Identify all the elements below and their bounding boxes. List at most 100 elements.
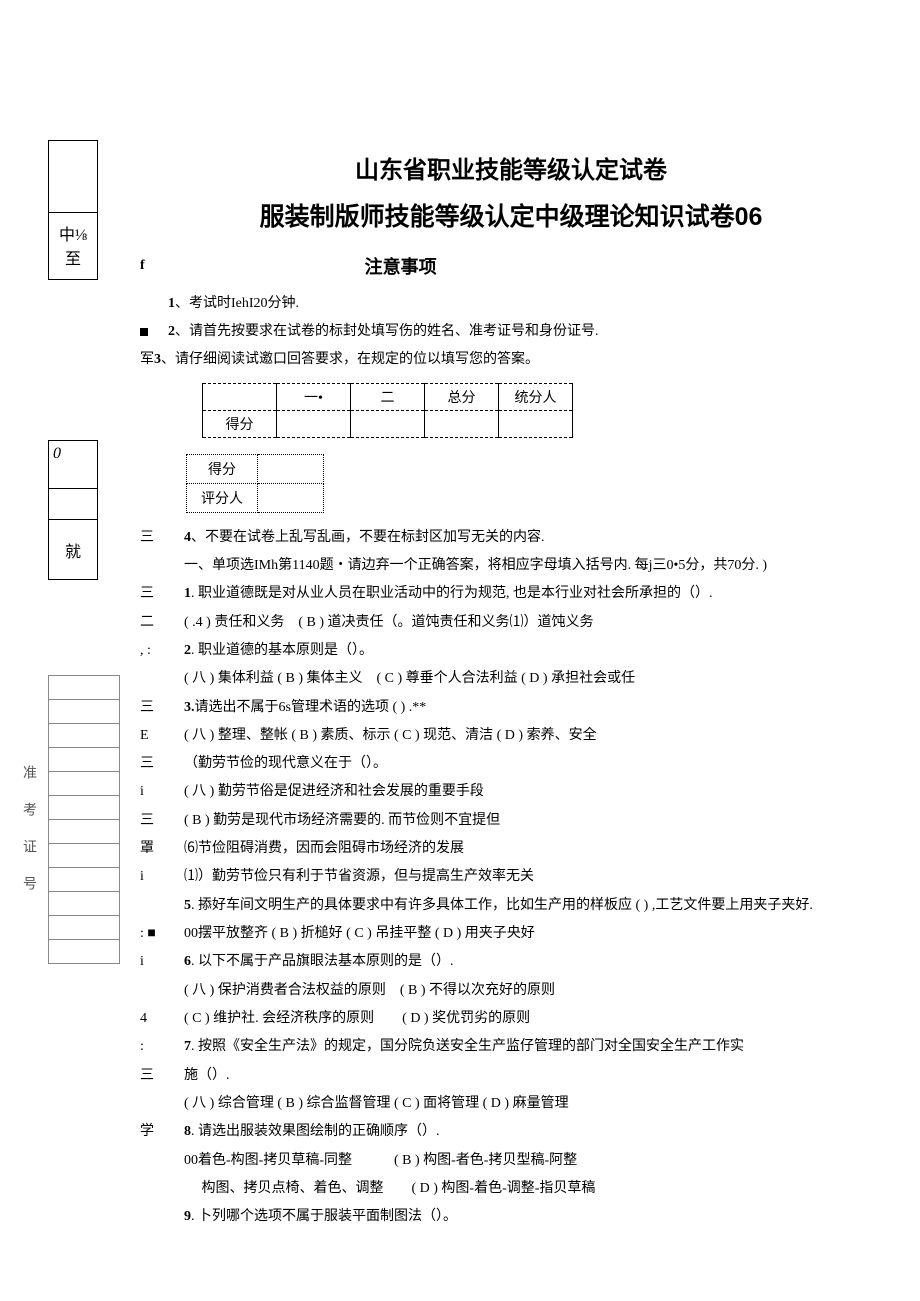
- score-col-total: 总分: [425, 383, 499, 410]
- left-box-2: 0 就: [48, 440, 98, 580]
- line-prefix: 罩: [140, 836, 184, 862]
- score-col-2: 二: [351, 383, 425, 410]
- line-prefix: 三: [140, 751, 184, 777]
- score-col-1: 一•: [277, 383, 351, 410]
- line-prefix: 4: [140, 1006, 184, 1032]
- question-number: 7: [184, 1039, 191, 1054]
- line-body: 4、不要在试卷上乱写乱画，不要在标封区加写无关的内容.: [184, 525, 882, 551]
- line-body: 一、单项选IMh第1140题・请边弃一个正确答案，将相应字母填入括号内. 每j三…: [184, 553, 882, 579]
- line-body: 8. 请选出服装效果图绘制的正确顺序（）.: [184, 1119, 882, 1145]
- line-prefix: i: [140, 864, 184, 890]
- stub-row: [48, 700, 120, 724]
- score-cell: [425, 410, 499, 437]
- stub-row: [48, 844, 120, 868]
- table-row: 得分: [187, 454, 324, 483]
- question-line: 4( C ) 维护社. 会经济秩序的原则 ( D ) 奖优罚劣的原则: [140, 1006, 882, 1032]
- line-prefix: E: [140, 723, 184, 749]
- line-body: 7. 按照《安全生产法》的规定，国分院负送安全生产监仔管理的部门对全国安全生产工…: [184, 1034, 882, 1060]
- question-options: ⑹节俭阻碍消费，因而会阻碍市场经济的发展: [184, 841, 464, 856]
- line-body: ( B ) 勤劳是现代市场经济需要的. 而节俭则不宜提但: [184, 808, 882, 834]
- line-body: 构图、拷贝点椅、着色、调整 ( D ) 构图-着色-调整-指贝草稿: [184, 1176, 882, 1202]
- question-text: . 卜列哪个选项不属于服装平面制图法（）。: [191, 1209, 457, 1224]
- question-line: 9. 卜列哪个选项不属于服装平面制图法（）。: [140, 1204, 882, 1230]
- stub-row: [48, 724, 120, 748]
- score-col-scorer: 统分人: [499, 383, 573, 410]
- stub-row: [48, 676, 120, 700]
- line-prefix: 三: [140, 581, 184, 607]
- question-text: . 职业道德的基本原则是（）。: [191, 643, 373, 658]
- question-line: 二( .4 ) 责任和义务 ( B ) 道决责任（。道饨责任和义务⑴）道饨义务: [140, 610, 882, 636]
- question-line: 构图、拷贝点椅、着色、调整 ( D ) 构图-着色-调整-指贝草稿: [140, 1176, 882, 1202]
- line-prefix: [140, 1176, 184, 1202]
- line-prefix: [140, 1204, 184, 1230]
- question-line: ( 八 ) 集体利益 ( B ) 集体主义 ( C ) 尊垂个人合法利益 ( D…: [140, 666, 882, 692]
- question-options: ( 八 ) 保护消费者合法权益的原则 ( B ) 不得以次充好的原则: [184, 983, 555, 998]
- question-options: 00着色-构图-拷贝草稿-同整 ( B ) 构图-者色-拷贝型稿-阿整: [184, 1153, 577, 1168]
- left-box-1-lower: 中⅛ 至: [59, 213, 87, 269]
- line-prefix: 三: [140, 808, 184, 834]
- question-line: :7. 按照《安全生产法》的规定，国分院负送安全生产监仔管理的部门对全国安全生产…: [140, 1034, 882, 1060]
- question-text: . 请选出服装效果图绘制的正确顺序（）.: [191, 1124, 440, 1139]
- left-box-1: 中⅛ 至: [48, 140, 98, 280]
- question-options: ( 八 ) 集体利益 ( B ) 集体主义 ( C ) 尊垂个人合法利益 ( D…: [184, 671, 635, 686]
- stub-row: [48, 892, 120, 916]
- notice-block: 1、考试时IehI20分钟. 2、请首先按要求在试卷的标封处填写伤的姓名、准考证…: [140, 291, 882, 373]
- question-line: 学8. 请选出服装效果图绘制的正确顺序（）.: [140, 1119, 882, 1145]
- line-body: 6. 以下不属于产品旗眼法基本原则的是（）.: [184, 949, 882, 975]
- score-cell: [351, 410, 425, 437]
- score-row-label: 得分: [203, 410, 277, 437]
- line-body: ( C ) 维护社. 会经济秩序的原则 ( D ) 奖优罚劣的原则: [184, 1006, 882, 1032]
- section-instruction: 一、单项选IMh第1140题・请边弃一个正确答案，将相应字母填入括号内. 每j三…: [140, 553, 882, 579]
- line-body: ( 八 ) 保护消费者合法权益的原则 ( B ) 不得以次充好的原则: [184, 978, 882, 1004]
- question-line: i6. 以下不属于产品旗眼法基本原则的是（）.: [140, 949, 882, 975]
- questions-container: 三1. 职业道德既是对从业人员在职业活动中的行为规范, 也是本行业对社会所承担的…: [140, 581, 882, 1230]
- bullet-icon: [140, 328, 148, 336]
- line-prefix: 三: [140, 1063, 184, 1089]
- question-number: 8: [184, 1124, 191, 1139]
- line-body: ⑴）勤劳节俭只有利于节省资源，但与提高生产效率无关: [184, 864, 882, 890]
- score-blank-cell: [203, 383, 277, 410]
- question-line: i⑴）勤劳节俭只有利于节省资源，但与提高生产效率无关: [140, 864, 882, 890]
- question-options: 构图、拷贝点椅、着色、调整 ( D ) 构图-着色-调整-指贝草稿: [184, 1181, 595, 1196]
- question-options: ( 八 ) 勤劳节俗是促进经济和社会发展的重要手段: [184, 784, 484, 799]
- question-text: . 掭好车间文明生产的具体要求中有许多具体工作，比如生产用的样板应 ( ) ,工…: [191, 898, 813, 913]
- left-box-2-bottom: 就: [49, 519, 97, 579]
- line-body: ( 八 ) 集体利益 ( B ) 集体主义 ( C ) 尊垂个人合法利益 ( D…: [184, 666, 882, 692]
- question-line: 5. 掭好车间文明生产的具体要求中有许多具体工作，比如生产用的样板应 ( ) ,…: [140, 893, 882, 919]
- question-options: ( .4 ) 责任和义务 ( B ) 道决责任（。道饨责任和义务⑴）道饨义务: [184, 615, 594, 630]
- stub-row: [48, 772, 120, 796]
- line-body: 2. 职业道德的基本原则是（）。: [184, 638, 882, 664]
- left-box-2-top: 0: [49, 441, 97, 489]
- line-prefix: [140, 666, 184, 692]
- question-options: 施（）.: [184, 1068, 230, 1083]
- question-line: 00着色-构图-拷贝草稿-同整 ( B ) 构图-者色-拷贝型稿-阿整: [140, 1148, 882, 1174]
- question-options: 00摆平放整齐 ( B ) 折槌好 ( C ) 吊挂平整 ( D ) 用夹子央好: [184, 926, 535, 941]
- question-number: 2: [184, 643, 191, 658]
- question-line: 三3.请选出不属于6s管理术语的选项 ( ) .**: [140, 695, 882, 721]
- notice-1: 1、考试时IehI20分钟.: [140, 291, 882, 317]
- question-options: （勤劳节俭的现代意义在于（）。: [184, 756, 387, 771]
- stub-row: [48, 820, 120, 844]
- question-line: 三（勤劳节俭的现代意义在于（）。: [140, 751, 882, 777]
- table-row: 一• 二 总分 统分人: [203, 383, 573, 410]
- stub-row: [48, 796, 120, 820]
- line-prefix: , :: [140, 638, 184, 664]
- line-body: 施（）.: [184, 1063, 882, 1089]
- exam-title-2: 服装制版师技能等级认定中级理论知识试卷06: [140, 197, 882, 233]
- question-line: i( 八 ) 勤劳节俗是促进经济和社会发展的重要手段: [140, 779, 882, 805]
- question-text: . 职业道德既是对从业人员在职业活动中的行为规范, 也是本行业对社会所承担的（）…: [191, 586, 713, 601]
- question-line: E( 八 ) 整理、整帐 ( B ) 素质、标示 ( C ) 现范、清洁 ( D…: [140, 723, 882, 749]
- line-prefix: i: [140, 949, 184, 975]
- line-prefix: 三: [140, 525, 184, 551]
- line-body: ( 八 ) 勤劳节俗是促进经济和社会发展的重要手段: [184, 779, 882, 805]
- line-prefix: 学: [140, 1119, 184, 1145]
- line-body: 1. 职业道德既是对从业人员在职业活动中的行为规范, 也是本行业对社会所承担的（…: [184, 581, 882, 607]
- line-prefix: [140, 1148, 184, 1174]
- stub-row: [48, 940, 120, 964]
- question-text: . 以下不属于产品旗眼法基本原则的是（）.: [191, 954, 454, 969]
- section-pre-line: 三 4、不要在试卷上乱写乱画，不要在标封区加写无关的内容.: [140, 525, 882, 551]
- line-body: 5. 掭好车间文明生产的具体要求中有许多具体工作，比如生产用的样板应 ( ) ,…: [184, 893, 882, 919]
- stub-vertical-label: 准 考 证 号: [18, 765, 38, 894]
- question-text: . 按照《安全生产法》的规定，国分院负送安全生产监仔管理的部门对全国安全生产工作…: [191, 1039, 744, 1054]
- line-prefix: 二: [140, 610, 184, 636]
